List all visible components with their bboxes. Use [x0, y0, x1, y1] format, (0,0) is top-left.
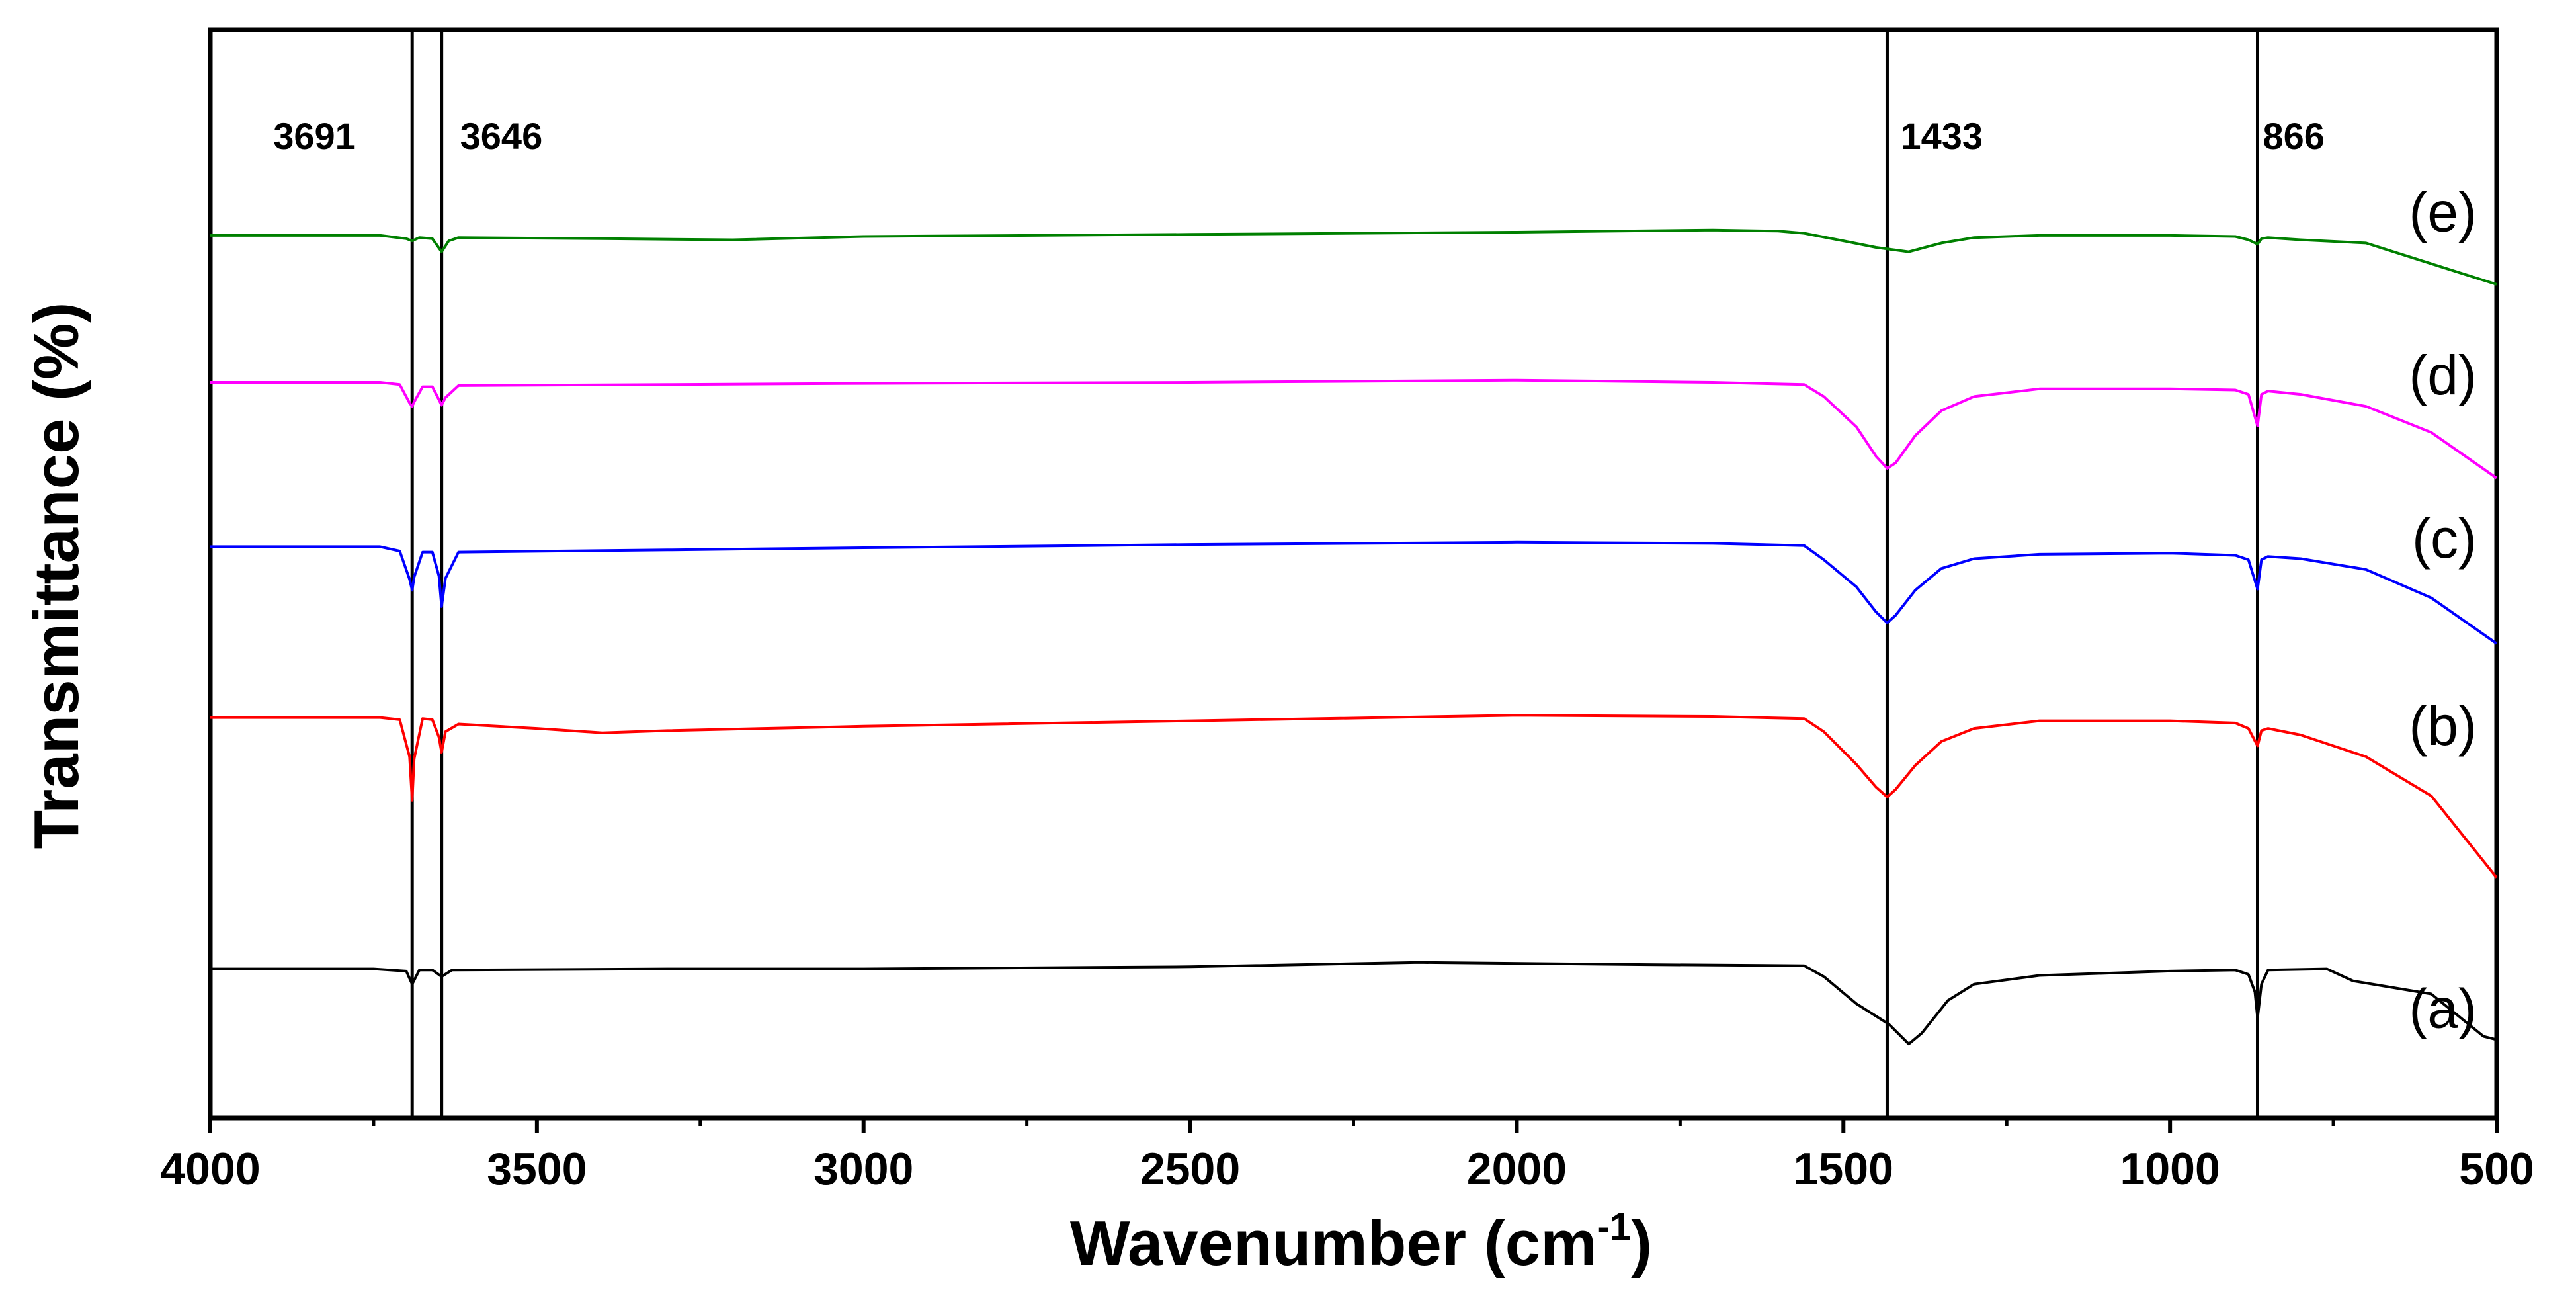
x-axis-title: Wavenumber (cm-1) [1070, 1205, 1652, 1279]
x-tick-label-1500: 1500 [1794, 1144, 1893, 1194]
x-tick-label-3500: 3500 [487, 1144, 587, 1194]
x-tick-label-2000: 2000 [1467, 1144, 1567, 1194]
plot-frame [208, 27, 2499, 1121]
series-label-d: (d) [2409, 344, 2477, 406]
x-tick-label-500: 500 [2459, 1144, 2534, 1194]
x-tick-label-2500: 2500 [1140, 1144, 1240, 1194]
series-label-c: (c) [2412, 507, 2477, 570]
series-line-c [210, 540, 2498, 645]
x-axis-title-superscript: -1 [1597, 1205, 1632, 1248]
peak-marker-label-866: 866 [2263, 115, 2324, 157]
x-axis-title-main: Wavenumber (cm [1070, 1208, 1597, 1279]
peak-marker-label-3646: 3646 [460, 115, 543, 157]
series-label-b: (b) [2409, 695, 2477, 757]
peak-marker-label-1433: 1433 [1900, 115, 1983, 157]
x-axis-title-close: ) [1631, 1208, 1652, 1279]
series-line-a [210, 961, 2497, 1046]
series-label-a: (a) [2409, 978, 2477, 1040]
series-label-e: (e) [2409, 181, 2477, 243]
series-line-b [210, 714, 2498, 879]
series-line-e [210, 228, 2497, 286]
x-tick-label-1000: 1000 [2120, 1144, 2220, 1194]
peak-marker-label-3691: 3691 [273, 115, 356, 157]
x-tick-label-3000: 3000 [813, 1144, 913, 1194]
y-axis-title: Transmittance (%) [21, 302, 92, 849]
x-tick-label-4000: 4000 [160, 1144, 260, 1194]
series-line-d [210, 378, 2498, 480]
